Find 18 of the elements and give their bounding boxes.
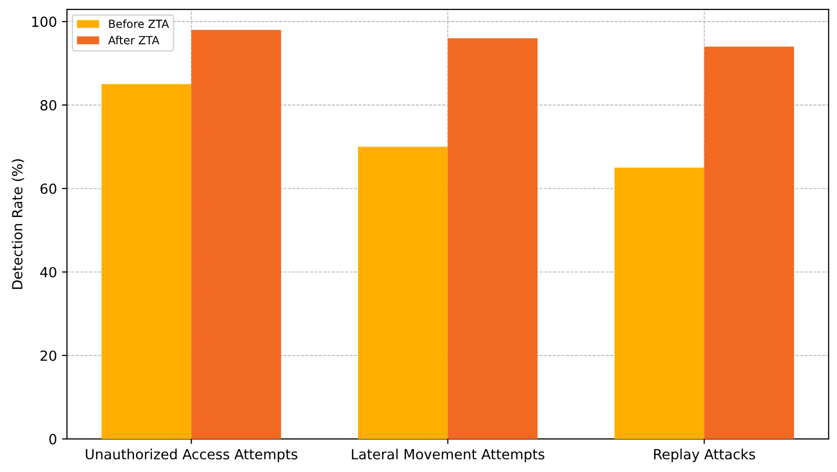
y-tick-label: 80	[40, 100, 56, 110]
bar	[191, 30, 282, 439]
bar	[704, 46, 794, 439]
y-axis-title: Detection Rate (%)	[12, 159, 24, 289]
y-tick-label: 0	[49, 434, 56, 444]
y-tick-label: 60	[40, 183, 56, 194]
y-tick-label: 20	[40, 350, 56, 361]
bar	[358, 146, 448, 439]
legend-label: Before ZTA	[109, 19, 169, 28]
x-tick-label: Unauthorized Access Attempts	[86, 448, 298, 462]
legend-label: After ZTA	[108, 36, 160, 44]
x-tick-label: Replay Attacks	[654, 448, 756, 462]
y-tick-label: 40	[40, 266, 56, 278]
bar	[102, 84, 192, 439]
y-tick-label: 100	[32, 16, 56, 28]
x-tick-label: Lateral Movement Attempts	[352, 448, 544, 462]
bar	[448, 38, 538, 439]
bar	[614, 168, 704, 439]
